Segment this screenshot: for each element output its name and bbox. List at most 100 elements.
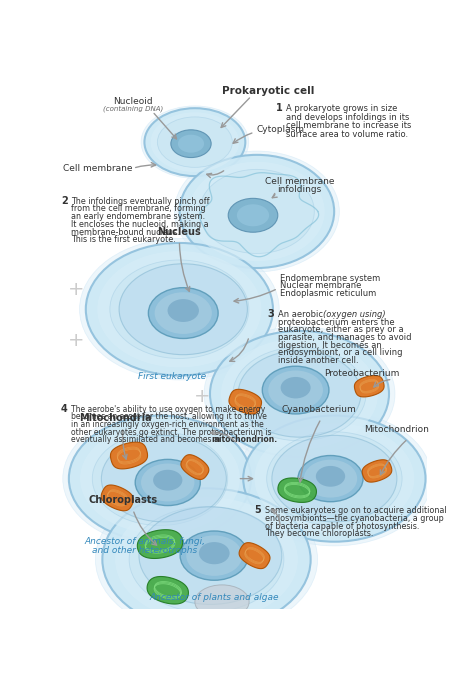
Ellipse shape — [267, 432, 402, 525]
Ellipse shape — [92, 432, 228, 525]
Text: mitochondrion.: mitochondrion. — [211, 436, 277, 445]
Text: Nucleoid: Nucleoid — [113, 96, 153, 105]
Ellipse shape — [139, 507, 282, 605]
Text: digestion. It becomes an: digestion. It becomes an — [278, 341, 382, 350]
Ellipse shape — [262, 366, 329, 414]
Ellipse shape — [238, 351, 361, 437]
Text: an early endomembrane system.: an early endomembrane system. — [71, 212, 205, 221]
Text: becomes an asset for the host, allowing it to thrive: becomes an asset for the host, allowing … — [71, 412, 267, 421]
Ellipse shape — [304, 460, 357, 497]
Text: 5: 5 — [255, 505, 261, 515]
Ellipse shape — [195, 585, 249, 619]
Text: and other heterotrophs: and other heterotrophs — [92, 546, 197, 555]
Ellipse shape — [316, 466, 345, 487]
Text: eukaryote, either as prey or a: eukaryote, either as prey or a — [278, 326, 403, 334]
Ellipse shape — [63, 411, 257, 546]
Ellipse shape — [101, 436, 227, 522]
Text: eventually assimilated and becomes a: eventually assimilated and becomes a — [71, 436, 221, 445]
Ellipse shape — [119, 264, 247, 355]
Ellipse shape — [115, 497, 298, 622]
Text: Ancestor of plants and algae: Ancestor of plants and algae — [149, 592, 279, 601]
Text: A prokaryote grows in size: A prokaryote grows in size — [285, 105, 397, 114]
Text: This is the first eukaryote.: This is the first eukaryote. — [71, 235, 176, 244]
Polygon shape — [181, 455, 209, 479]
Ellipse shape — [221, 339, 378, 449]
Text: 3: 3 — [267, 309, 273, 319]
Polygon shape — [278, 478, 317, 503]
Ellipse shape — [204, 327, 395, 461]
Text: from the cell membrane, forming: from the cell membrane, forming — [71, 205, 206, 213]
Text: in an increasingly oxygen-rich environment as the: in an increasingly oxygen-rich environme… — [71, 420, 264, 429]
Text: infoldings: infoldings — [277, 185, 322, 194]
Ellipse shape — [141, 464, 194, 501]
Ellipse shape — [233, 347, 366, 440]
Text: 2: 2 — [61, 196, 68, 206]
Ellipse shape — [298, 456, 363, 502]
Text: Proteobacterium: Proteobacterium — [324, 369, 399, 378]
Text: First eukaryote: First eukaryote — [137, 371, 206, 380]
Ellipse shape — [228, 198, 278, 233]
Ellipse shape — [243, 416, 426, 542]
Text: Chloroplasts: Chloroplasts — [88, 495, 157, 505]
Ellipse shape — [180, 531, 248, 580]
Ellipse shape — [102, 488, 310, 631]
Ellipse shape — [186, 536, 242, 576]
Text: Cyanobacterium: Cyanobacterium — [282, 405, 356, 414]
Text: +: + — [68, 330, 84, 350]
Ellipse shape — [129, 507, 284, 612]
Text: Nucleus: Nucleus — [157, 226, 201, 237]
Text: other eukaryotes go extinct. The proteobacterium is: other eukaryotes go extinct. The proteob… — [71, 428, 272, 437]
Polygon shape — [101, 485, 134, 511]
Ellipse shape — [69, 416, 251, 542]
Text: (containing DNA): (containing DNA) — [103, 105, 163, 112]
Text: endosymbionts—the cyanobacteria, a group: endosymbionts—the cyanobacteria, a group — [264, 514, 443, 523]
Ellipse shape — [135, 460, 201, 505]
Ellipse shape — [155, 292, 212, 334]
Text: cell membrane to increase its: cell membrane to increase its — [285, 121, 411, 130]
Polygon shape — [362, 460, 392, 482]
Ellipse shape — [97, 251, 261, 367]
Ellipse shape — [151, 112, 239, 172]
Text: inside another cell.: inside another cell. — [278, 356, 358, 365]
Text: Endoplasmic reticulum: Endoplasmic reticulum — [280, 289, 376, 298]
Ellipse shape — [95, 484, 318, 635]
Ellipse shape — [237, 411, 432, 546]
Ellipse shape — [200, 170, 314, 254]
Text: 1: 1 — [276, 103, 283, 114]
Ellipse shape — [145, 108, 246, 176]
Text: Ancestor of animals, fungi,: Ancestor of animals, fungi, — [84, 537, 205, 546]
Text: Cell membrane: Cell membrane — [63, 163, 133, 172]
Polygon shape — [147, 577, 189, 604]
Polygon shape — [229, 389, 262, 414]
Text: and develops infoldings in its: and develops infoldings in its — [285, 113, 409, 122]
Ellipse shape — [110, 260, 249, 358]
Text: Mitochondria: Mitochondria — [79, 413, 151, 423]
Text: endosymbiont, or a cell living: endosymbiont, or a cell living — [278, 348, 402, 358]
Polygon shape — [239, 542, 270, 568]
Polygon shape — [110, 442, 147, 469]
Text: 4: 4 — [61, 404, 68, 414]
Ellipse shape — [157, 117, 232, 168]
Ellipse shape — [237, 205, 269, 226]
Ellipse shape — [174, 151, 339, 272]
Polygon shape — [355, 376, 384, 397]
Ellipse shape — [86, 243, 273, 376]
Ellipse shape — [153, 470, 182, 490]
Ellipse shape — [199, 542, 229, 564]
Ellipse shape — [272, 436, 397, 522]
Text: It encloses the nucleoid, making a: It encloses the nucleoid, making a — [71, 220, 209, 229]
Text: (oxygen using): (oxygen using) — [323, 310, 385, 319]
Text: +: + — [194, 386, 211, 406]
Ellipse shape — [189, 162, 325, 261]
Text: Endomembrane system: Endomembrane system — [280, 274, 380, 282]
Text: +: + — [68, 280, 84, 300]
Ellipse shape — [148, 288, 218, 339]
Ellipse shape — [178, 135, 204, 153]
Text: An aerobic: An aerobic — [278, 310, 323, 319]
Text: Cell membrane: Cell membrane — [265, 177, 334, 187]
Text: They become chloroplasts.: They become chloroplasts. — [264, 529, 373, 538]
Ellipse shape — [167, 299, 199, 322]
Ellipse shape — [171, 130, 211, 157]
Text: surface area to volume ratio.: surface area to volume ratio. — [285, 130, 408, 139]
Text: Mitochondrion: Mitochondrion — [364, 425, 429, 434]
